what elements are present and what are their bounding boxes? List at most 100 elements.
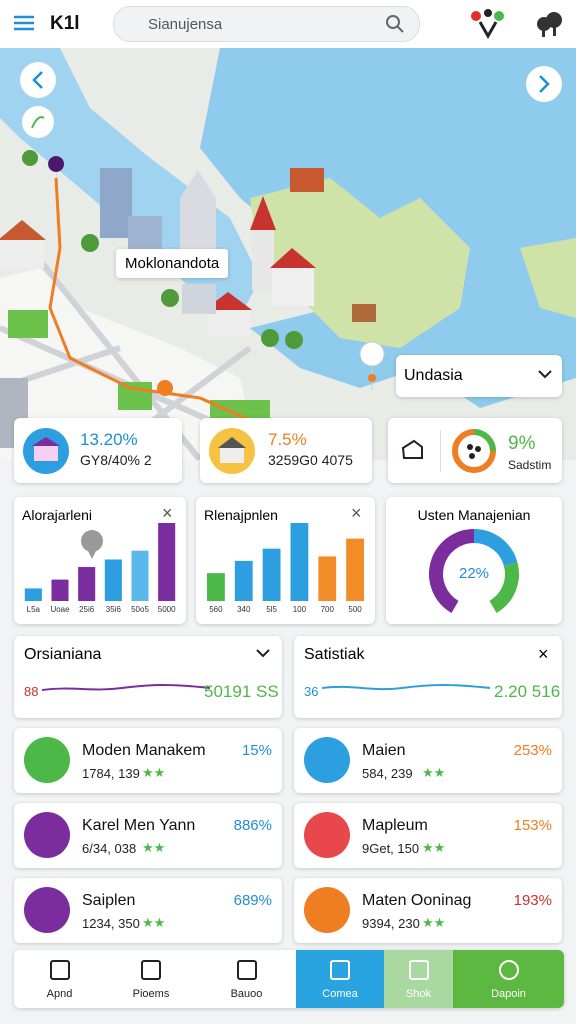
x-tick-label: 560 (209, 605, 223, 614)
chart-card: Usten Manajenian 22% (386, 497, 562, 624)
list-rating: ★★ (142, 765, 166, 780)
region-select[interactable]: Undasia (396, 355, 562, 397)
donut-segment (429, 529, 475, 613)
bar (51, 579, 69, 601)
bar (262, 548, 281, 601)
nav-icon (498, 960, 519, 980)
nav-icon (236, 960, 257, 980)
stat-card[interactable]: 7.5% 3259G0 4075 (200, 418, 372, 483)
chart-title: Alorajarleni (22, 507, 93, 523)
nav-item[interactable]: Pioems (105, 950, 197, 1008)
trend-card[interactable]: Satistiak × 36 2.20 516 (294, 636, 562, 718)
nav-label: Bauoo (230, 988, 263, 1000)
nav-item[interactable]: Dapoin (453, 950, 564, 1008)
search-box[interactable]: Sianujensa (113, 6, 420, 42)
nav-label: Apnd (46, 988, 73, 1000)
stat-detail: 3259G0 4075 (268, 452, 353, 468)
stat-ring (452, 429, 496, 473)
donut-chart: 22% (429, 529, 519, 613)
list-detail: 6/34, 038 (82, 841, 137, 856)
list-percent: 15% (241, 742, 272, 759)
stat-detail: GY8/40% 2 (80, 452, 152, 468)
list-icon (304, 887, 350, 933)
map[interactable] (0, 48, 576, 460)
trend-line (322, 684, 491, 691)
donut-segment (489, 562, 519, 613)
list-detail: 584, 239 (362, 766, 413, 781)
stat-value: 9% (508, 433, 536, 454)
list-name: Saiplen (82, 892, 136, 909)
list-item[interactable]: Maten Ooninag 9394, 230 ★★ 193% (294, 878, 562, 943)
x-tick-label: 5000 (158, 605, 176, 614)
list-icon (24, 887, 70, 933)
trend-end: 2.20 516 (494, 682, 561, 701)
x-tick-label: L5a (27, 605, 41, 614)
list-name: Karel Men Yann (82, 817, 196, 834)
list-item[interactable]: Mapleum 9Get, 150 ★★ 153% (294, 803, 562, 868)
map-place-label[interactable]: Moklonandota (116, 249, 229, 278)
bottom-nav: Apnd Pioems Bauoo Comea Shok Dapoin (14, 950, 564, 1008)
donut-center-label: 22% (459, 565, 489, 582)
list-rating: ★★ (422, 765, 446, 780)
bar (24, 588, 42, 601)
menu-icon[interactable] (14, 14, 36, 32)
trend-title: Satistiak (304, 646, 365, 663)
nav-icon (49, 960, 70, 980)
trend-line (42, 684, 211, 691)
stat-card[interactable]: 13.20% GY8/40% 2 (14, 418, 182, 483)
list-name: Mapleum (362, 817, 428, 834)
x-tick-label: 700 (321, 605, 335, 614)
list-icon (24, 812, 70, 858)
list-percent: 253% (513, 742, 552, 759)
trend-end: 50191 SS (204, 682, 279, 701)
close-button[interactable]: × (351, 503, 362, 523)
stat-icon (401, 439, 423, 459)
trend-start: 36 (304, 684, 319, 699)
nav-item[interactable]: Shok (384, 950, 453, 1008)
bar (158, 523, 176, 601)
stat-card[interactable]: 9% Sadstim (388, 418, 562, 483)
bar-chart: 560 340 5l5 100 700 500 (207, 523, 364, 614)
nav-item[interactable]: Bauoo (197, 950, 296, 1008)
nav-item[interactable]: Comea (296, 950, 384, 1008)
list-item[interactable]: Maien 584, 239 ★★ 253% (294, 728, 562, 793)
x-tick-label: 100 (293, 605, 307, 614)
list-item[interactable]: Karel Men Yann 6/34, 038 ★★ 886% (14, 803, 282, 868)
trend-title: Orsianiana (24, 646, 102, 663)
list-item[interactable]: Moden Manakem 1784, 139 ★★ 15% (14, 728, 282, 793)
list-percent: 193% (513, 892, 552, 909)
brand-icon[interactable] (468, 8, 508, 40)
stat-value: 13.20% (80, 430, 138, 449)
x-tick-label: 500 (348, 605, 362, 614)
close-button[interactable]: × (162, 503, 173, 523)
list-percent: 886% (233, 817, 272, 834)
list-detail: 9Get, 150 (362, 841, 420, 856)
trend-card[interactable]: Orsianiana 88 50191 SS (14, 636, 282, 718)
x-tick-label: 5l5 (266, 605, 277, 614)
header: K1l Sianujensa (0, 0, 576, 48)
chevron-down (256, 649, 270, 658)
list-detail: 1234, 350 (82, 916, 140, 931)
divider (440, 430, 441, 472)
chart-title: Usten Manajenian (417, 507, 531, 523)
close-button[interactable]: × (538, 644, 549, 664)
profile-icon[interactable] (534, 10, 564, 40)
nav-icon (141, 960, 161, 980)
list-rating: ★★ (142, 915, 166, 930)
nav-label: Dapoin (491, 988, 526, 1000)
list-name: Maien (362, 742, 406, 759)
region-select-value: Undasia (404, 367, 463, 384)
nav-item[interactable]: Apnd (14, 950, 105, 1008)
list-item[interactable]: Saiplen 1234, 350 ★★ 689% (14, 878, 282, 943)
search-icon (386, 15, 404, 33)
list-icon (24, 737, 70, 783)
bar (207, 573, 225, 601)
list-rating: ★★ (422, 840, 446, 855)
stat-icon (209, 428, 255, 474)
chart-title: Rlenajpnlen (204, 507, 278, 523)
list-name: Moden Manakem (82, 742, 206, 759)
chevron-down (538, 370, 552, 379)
list-detail: 1784, 139 (82, 766, 140, 781)
list-percent: 689% (233, 892, 272, 909)
